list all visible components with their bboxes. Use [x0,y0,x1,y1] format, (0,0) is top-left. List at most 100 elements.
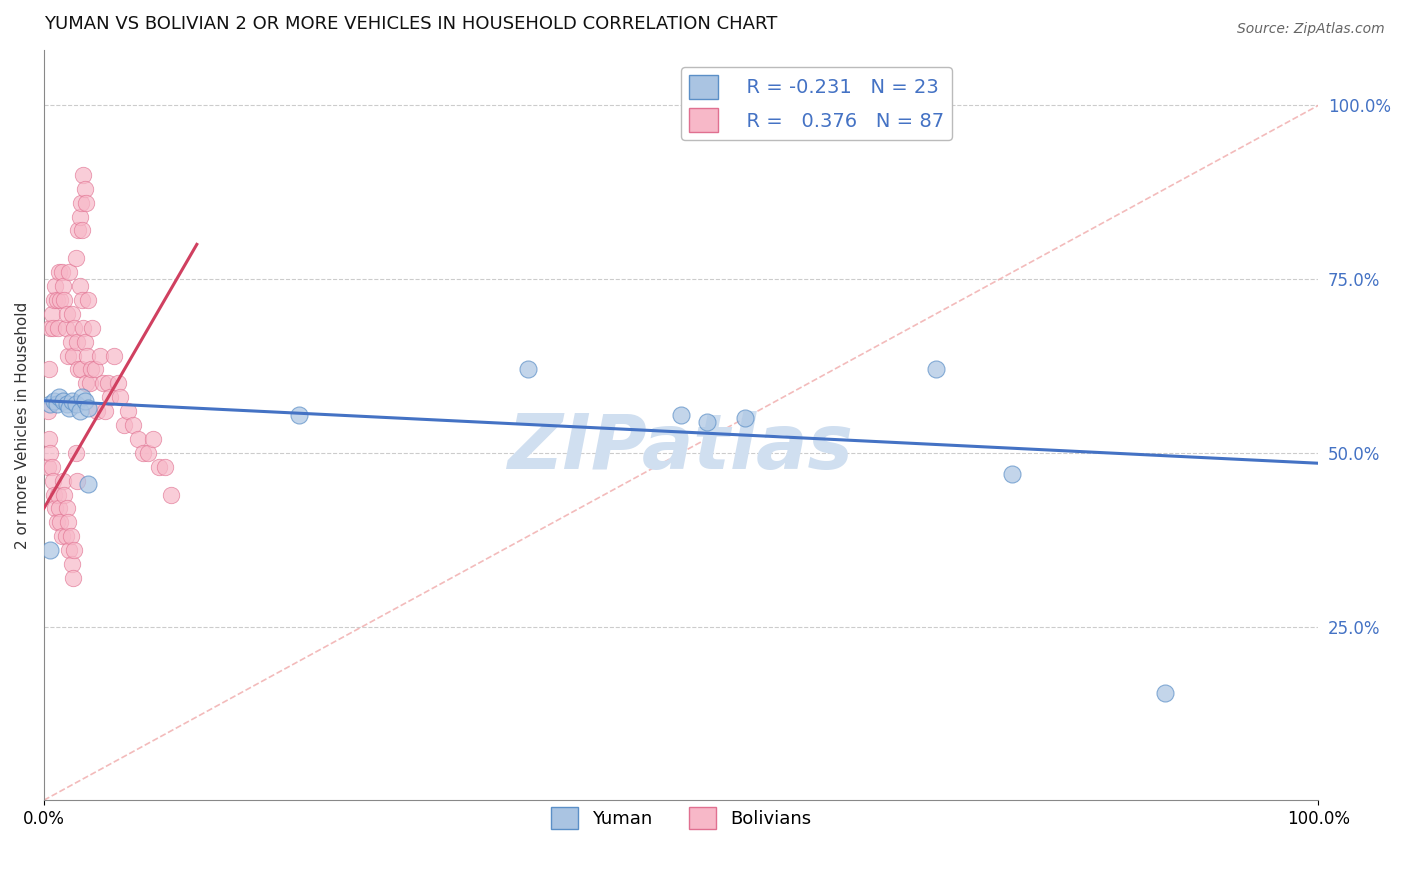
Point [56,516,79,530]
Point [62,349,84,363]
Point [39,543,62,558]
Point [42,293,65,307]
Point [67,223,90,237]
Point [48,390,70,404]
Point [73,334,96,349]
Point [38,432,60,446]
Point [517,362,540,376]
Point [42,320,65,334]
Text: ZIPatlas: ZIPatlas [508,410,853,484]
Point [1154,685,1177,699]
Point [39,397,62,411]
Point [55,529,77,543]
Point [110,390,132,404]
Text: Source: ZipAtlas.com: Source: ZipAtlas.com [1237,22,1385,37]
Point [77,477,100,491]
Point [59,529,82,543]
Point [696,415,718,429]
Point [70,293,93,307]
Point [44,279,66,293]
Point [75,376,97,391]
Legend: Yuman, Bolivians: Yuman, Bolivians [544,800,818,836]
Point [41,459,63,474]
Point [58,401,80,415]
Point [94,404,117,418]
Point [60,393,83,408]
Point [73,393,96,408]
Point [56,307,79,321]
Point [77,293,100,307]
Point [58,265,80,279]
Point [46,320,69,334]
Point [41,307,63,321]
Point [58,543,80,558]
Point [62,571,84,585]
Point [66,334,89,349]
Point [59,334,82,349]
Point [72,320,94,334]
Point [60,307,83,321]
Point [38,362,60,376]
Point [97,376,120,391]
Point [132,446,155,460]
Point [98,390,121,404]
Point [52,279,75,293]
Point [70,390,93,404]
Point [69,279,91,293]
Point [669,408,692,422]
Point [48,265,70,279]
Point [60,557,83,571]
Point [65,446,87,460]
Point [91,376,114,391]
Point [66,474,89,488]
Point [67,362,90,376]
Point [112,417,135,432]
Point [46,487,69,501]
Point [153,459,176,474]
Point [39,320,62,334]
Point [70,223,93,237]
Point [39,446,62,460]
Point [37,404,59,418]
Point [122,417,145,432]
Point [70,362,93,376]
Point [69,210,91,224]
Point [53,487,76,501]
Text: YUMAN VS BOLIVIAN 2 OR MORE VEHICLES IN HOUSEHOLD CORRELATION CHART: YUMAN VS BOLIVIAN 2 OR MORE VEHICLES IN … [44,15,778,33]
Point [45,293,67,307]
Point [72,168,94,182]
Point [65,397,87,411]
Point [86,404,108,418]
Point [80,362,103,376]
Point [42,487,65,501]
Point [107,376,129,391]
Point [75,195,97,210]
Point [51,529,73,543]
Point [65,252,87,266]
Point [70,195,93,210]
Point [48,501,70,516]
Point [117,404,139,418]
Point [83,362,105,376]
Point [925,362,948,376]
Point [55,320,77,334]
Point [127,432,149,446]
Point [44,501,66,516]
Point [42,474,65,488]
Point [734,411,756,425]
Point [89,349,111,363]
Point [49,516,72,530]
Point [53,293,76,307]
Point [49,293,72,307]
Point [79,376,101,391]
Point [63,320,86,334]
Y-axis label: 2 or more Vehicles in Household: 2 or more Vehicles in Household [15,301,30,549]
Point [45,397,67,411]
Point [77,401,100,415]
Point [138,446,160,460]
Point [56,501,79,516]
Point [51,265,73,279]
Point [148,459,170,474]
Point [42,393,65,408]
Point [37,459,59,474]
